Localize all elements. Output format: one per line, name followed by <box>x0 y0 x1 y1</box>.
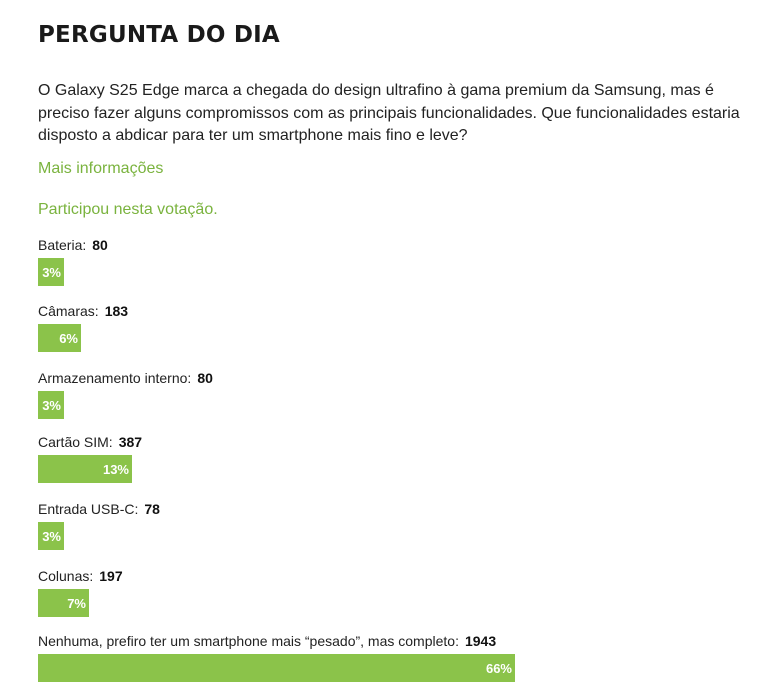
option-label: Colunas: <box>38 568 94 584</box>
option-result-bar: 6% <box>38 324 81 352</box>
voted-message: Participou nesta votação. <box>38 201 218 218</box>
option-label: Bateria: <box>38 237 87 253</box>
poll-option-cartao-sim: Cartão SIM: 387 13% <box>38 433 760 493</box>
option-label: Cartão SIM: <box>38 434 113 450</box>
option-vote-count: 80 <box>92 237 108 253</box>
option-label-row: Bateria: 80 <box>38 236 108 254</box>
option-percent: 13% <box>102 461 129 477</box>
poll-option-bateria: Bateria: 80 3% <box>38 236 760 296</box>
option-percent: 6% <box>59 330 78 346</box>
poll-title: PERGUNTA DO DIA <box>38 22 280 48</box>
option-percent: 66% <box>485 660 512 676</box>
option-bar-track: 6% <box>38 324 760 352</box>
option-percent: 7% <box>67 595 86 611</box>
poll-option-armazenamento: Armazenamento interno: 80 3% <box>38 369 760 429</box>
option-label-row: Colunas: 197 <box>38 567 123 585</box>
option-label: Nenhuma, prefiro ter um smartphone mais … <box>38 633 459 649</box>
poll-option-colunas: Colunas: 197 7% <box>38 567 760 627</box>
option-label-row: Cartão SIM: 387 <box>38 433 142 451</box>
option-bar-track: 7% <box>38 589 760 617</box>
option-label: Armazenamento interno: <box>38 370 192 386</box>
option-bar-track: 13% <box>38 455 760 483</box>
option-result-bar: 3% <box>38 258 64 286</box>
more-info-link[interactable]: Mais informações <box>38 160 164 177</box>
option-vote-count: 197 <box>99 568 123 584</box>
option-result-bar: 7% <box>38 589 89 617</box>
option-vote-count: 1943 <box>464 633 497 649</box>
poll-option-usb-c: Entrada USB-C: 78 3% <box>38 500 760 560</box>
option-result-bar: 3% <box>38 522 64 550</box>
option-vote-count: 80 <box>197 370 213 386</box>
option-bar-track: 66% <box>38 654 760 682</box>
option-bar-track: 3% <box>38 391 760 419</box>
option-label-row: Câmaras: 183 <box>38 302 128 320</box>
option-label-row: Nenhuma, prefiro ter um smartphone mais … <box>38 632 496 650</box>
option-percent: 3% <box>42 397 61 413</box>
option-result-bar: 66% <box>38 654 515 682</box>
poll-option-nenhuma: Nenhuma, prefiro ter um smartphone mais … <box>38 632 760 692</box>
option-label-row: Armazenamento interno: 80 <box>38 369 213 387</box>
option-label: Câmaras: <box>38 303 99 319</box>
option-label-row: Entrada USB-C: 78 <box>38 500 160 518</box>
option-bar-track: 3% <box>38 258 760 286</box>
option-vote-count: 387 <box>118 434 143 450</box>
option-percent: 3% <box>42 264 61 280</box>
option-label: Entrada USB-C: <box>38 501 139 517</box>
option-result-bar: 13% <box>38 455 132 483</box>
option-vote-count: 78 <box>144 501 160 517</box>
option-bar-track: 3% <box>38 522 760 550</box>
option-result-bar: 3% <box>38 391 64 419</box>
poll-option-camaras: Câmaras: 183 6% <box>38 302 760 362</box>
option-vote-count: 183 <box>104 303 129 319</box>
poll-question: O Galaxy S25 Edge marca a chegada do des… <box>38 82 740 144</box>
option-percent: 3% <box>42 528 61 544</box>
